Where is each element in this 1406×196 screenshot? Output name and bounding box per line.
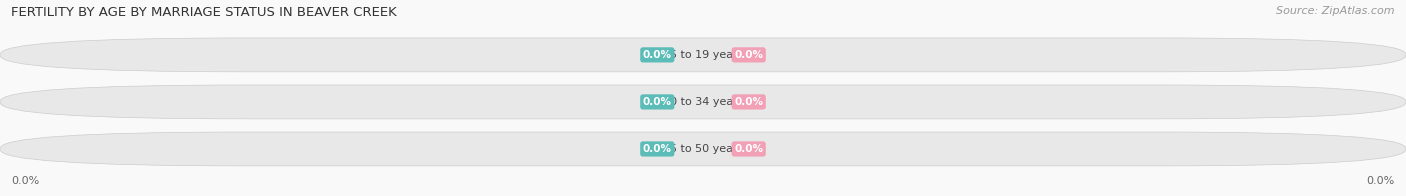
Text: 20 to 34 years: 20 to 34 years: [662, 97, 744, 107]
Text: 15 to 19 years: 15 to 19 years: [662, 50, 744, 60]
Text: 0.0%: 0.0%: [11, 176, 39, 186]
FancyBboxPatch shape: [0, 85, 1406, 119]
Text: 0.0%: 0.0%: [734, 144, 763, 154]
Text: 0.0%: 0.0%: [643, 50, 672, 60]
FancyBboxPatch shape: [0, 38, 1406, 72]
Text: 0.0%: 0.0%: [643, 144, 672, 154]
Text: 0.0%: 0.0%: [643, 97, 672, 107]
Text: 35 to 50 years: 35 to 50 years: [662, 144, 744, 154]
FancyBboxPatch shape: [0, 132, 1406, 166]
Text: FERTILITY BY AGE BY MARRIAGE STATUS IN BEAVER CREEK: FERTILITY BY AGE BY MARRIAGE STATUS IN B…: [11, 6, 396, 19]
Text: 0.0%: 0.0%: [734, 50, 763, 60]
Text: Source: ZipAtlas.com: Source: ZipAtlas.com: [1277, 6, 1395, 16]
Text: 0.0%: 0.0%: [734, 97, 763, 107]
Text: 0.0%: 0.0%: [1367, 176, 1395, 186]
